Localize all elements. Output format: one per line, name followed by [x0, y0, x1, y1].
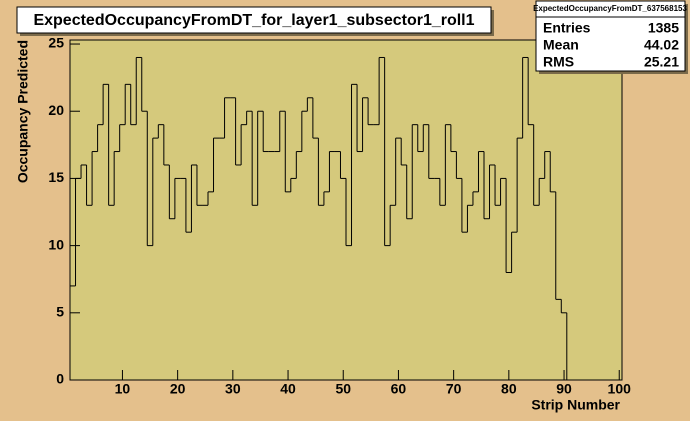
- stats-value: 44.02: [644, 37, 679, 53]
- x-tick-label: 70: [446, 381, 462, 397]
- x-tick-label: 80: [501, 381, 517, 397]
- x-tick-label: 50: [335, 381, 351, 397]
- stats-value: 25.21: [644, 54, 679, 70]
- x-tick-label: 30: [225, 381, 241, 397]
- stats-box: [535, 0, 686, 72]
- stats-label: RMS: [543, 54, 574, 70]
- stats-label: Entries: [543, 20, 591, 36]
- y-tick-label: 20: [48, 102, 64, 118]
- x-axis-label: Strip Number: [531, 397, 620, 413]
- x-tick-label: 20: [170, 381, 186, 397]
- y-tick-label: 5: [56, 304, 64, 320]
- chart-title: ExpectedOccupancyFromDT_for_layer1_subse…: [33, 12, 474, 29]
- y-tick-label: 0: [56, 371, 64, 387]
- stats-value: 1385: [648, 20, 679, 36]
- stats-title: ExpectedOccupancyFromDT_637568153: [533, 4, 687, 13]
- title-box: [16, 6, 492, 34]
- x-tick-label: 90: [556, 381, 572, 397]
- y-tick-label: 10: [48, 236, 64, 252]
- x-tick-label: 60: [391, 381, 407, 397]
- x-tick-label: 10: [115, 381, 131, 397]
- x-tick-label: 40: [280, 381, 296, 397]
- y-axis-label: Occupancy Predicted: [15, 40, 31, 183]
- y-tick-label: 25: [48, 35, 64, 51]
- y-tick-label: 15: [48, 169, 64, 185]
- x-tick-label: 100: [608, 381, 632, 397]
- stats-label: Mean: [543, 37, 579, 53]
